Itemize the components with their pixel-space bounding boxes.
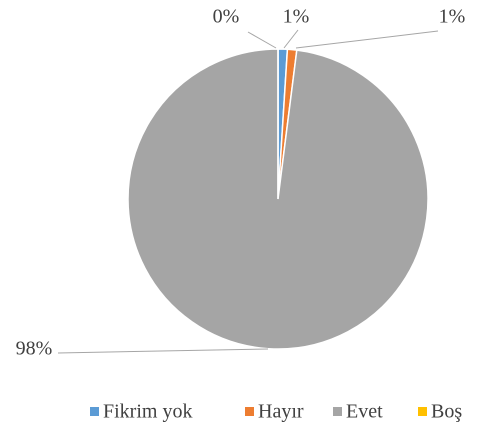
data-label: 0% (213, 6, 240, 28)
legend-label: Fikrim yok (103, 401, 192, 423)
legend-label: Evet (346, 401, 383, 423)
legend-label: Boş (431, 401, 462, 423)
data-label: 1% (439, 6, 466, 28)
legend-swatch (245, 407, 254, 416)
data-label: 98% (16, 338, 53, 360)
leader-line (247, 31, 277, 49)
legend-swatch (418, 407, 427, 416)
leader-line (295, 30, 439, 49)
legend-swatch (333, 407, 342, 416)
data-label: 1% (283, 6, 310, 28)
leader-line (57, 348, 269, 354)
legend-label: Hayır (258, 401, 304, 423)
legend-swatch (90, 407, 99, 416)
leader-line (283, 29, 299, 49)
